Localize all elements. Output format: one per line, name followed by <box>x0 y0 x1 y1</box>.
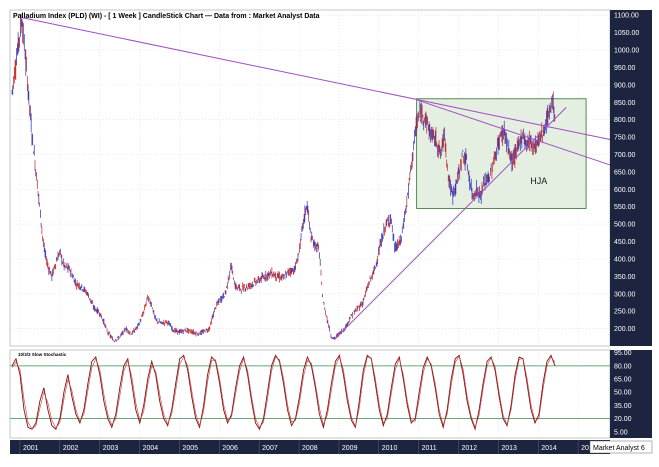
price-tick-label: 450.00 <box>614 239 636 246</box>
price-tick-label: 700.00 <box>614 152 636 159</box>
price-tick-label: 550.00 <box>614 204 636 211</box>
hja-box <box>416 98 587 209</box>
time-tick-label: 2005 <box>182 445 198 452</box>
time-tick-label: 2013 <box>501 445 517 452</box>
price-grid <box>10 10 610 346</box>
chart-title: Palladium Index (PLD) (WI) - [ 1 Week ] … <box>13 13 320 20</box>
price-tick-label: 300.00 <box>614 291 636 298</box>
price-tick-label: 1100.00 <box>614 13 639 20</box>
stochastic-tick-label: 35.00 <box>614 403 632 410</box>
stochastic-tick-label: 65.00 <box>614 377 632 384</box>
time-tick-label: 2008 <box>302 445 318 452</box>
time-tick-label: 2001 <box>23 445 39 452</box>
price-tick-label: 1000.00 <box>614 48 639 55</box>
price-tick-label: 900.00 <box>614 82 636 89</box>
price-tick-label: 600.00 <box>614 187 636 194</box>
stochastic-axis <box>610 350 652 438</box>
time-axis <box>10 440 610 454</box>
price-tick-label: 650.00 <box>614 169 636 176</box>
price-tick-label: 950.00 <box>614 65 636 72</box>
stochastic-tick-label: 95.00 <box>614 350 632 357</box>
price-tick-label: 250.00 <box>614 309 636 316</box>
price-tick-label: 200.00 <box>614 326 636 333</box>
time-tick-label: 2002 <box>63 445 79 452</box>
time-tick-label: 2006 <box>222 445 238 452</box>
time-tick-label: 2004 <box>143 445 159 452</box>
stochastic-grid <box>10 350 610 438</box>
stochastic-tick-label: 5.00 <box>614 429 628 436</box>
stochastic-tick-label: 80.00 <box>614 363 632 370</box>
price-tick-label: 350.00 <box>614 274 636 281</box>
stochastic-line <box>11 355 556 430</box>
price-axis <box>610 10 652 346</box>
time-tick-label: 2015 <box>581 445 597 452</box>
price-tick-label: 800.00 <box>614 117 636 124</box>
stochastic-tick-label: 20.00 <box>614 416 632 423</box>
price-tick-label: 500.00 <box>614 222 636 229</box>
time-tick-label: 2012 <box>462 445 478 452</box>
price-tick-label: 1050.00 <box>614 30 639 37</box>
trendlines <box>21 17 611 341</box>
stochastic-axis-labels: 95.00 80.00 65.00 50.00 35.00 20.00 5.00 <box>614 350 632 436</box>
stochastic-lines <box>11 354 556 431</box>
price-candles <box>11 13 556 343</box>
stochastic-line <box>11 354 556 431</box>
stochastic-title: 10/3/3 Slow Stochastic <box>18 352 67 357</box>
trendline <box>21 17 611 141</box>
trendline <box>333 107 567 341</box>
stochastic-tick-label: 50.00 <box>614 390 632 397</box>
branding-box <box>589 440 653 454</box>
trendline <box>416 99 611 166</box>
time-axis-labels: 2001 2002 2003 2004 2005 2006 2007 2008 2009 2010… <box>19 440 597 454</box>
time-tick-label: 2009 <box>342 445 358 452</box>
hja-annotation: HJA <box>530 176 547 186</box>
time-tick-label: 2003 <box>103 445 119 452</box>
price-tick-label: 750.00 <box>614 135 636 142</box>
time-tick-label: 2010 <box>382 445 398 452</box>
price-tick-label: 850.00 <box>614 100 636 107</box>
time-tick-label: 2007 <box>262 445 278 452</box>
price-tick-label: 400.00 <box>614 256 636 263</box>
time-tick-label: 2011 <box>422 445 437 452</box>
branding-label: Market Analyst 6 <box>593 445 645 452</box>
time-tick-label: 2014 <box>541 445 557 452</box>
price-axis-labels: 200.00 250.00 300.00 350.00 400.00 450.00 500.… <box>614 13 639 333</box>
